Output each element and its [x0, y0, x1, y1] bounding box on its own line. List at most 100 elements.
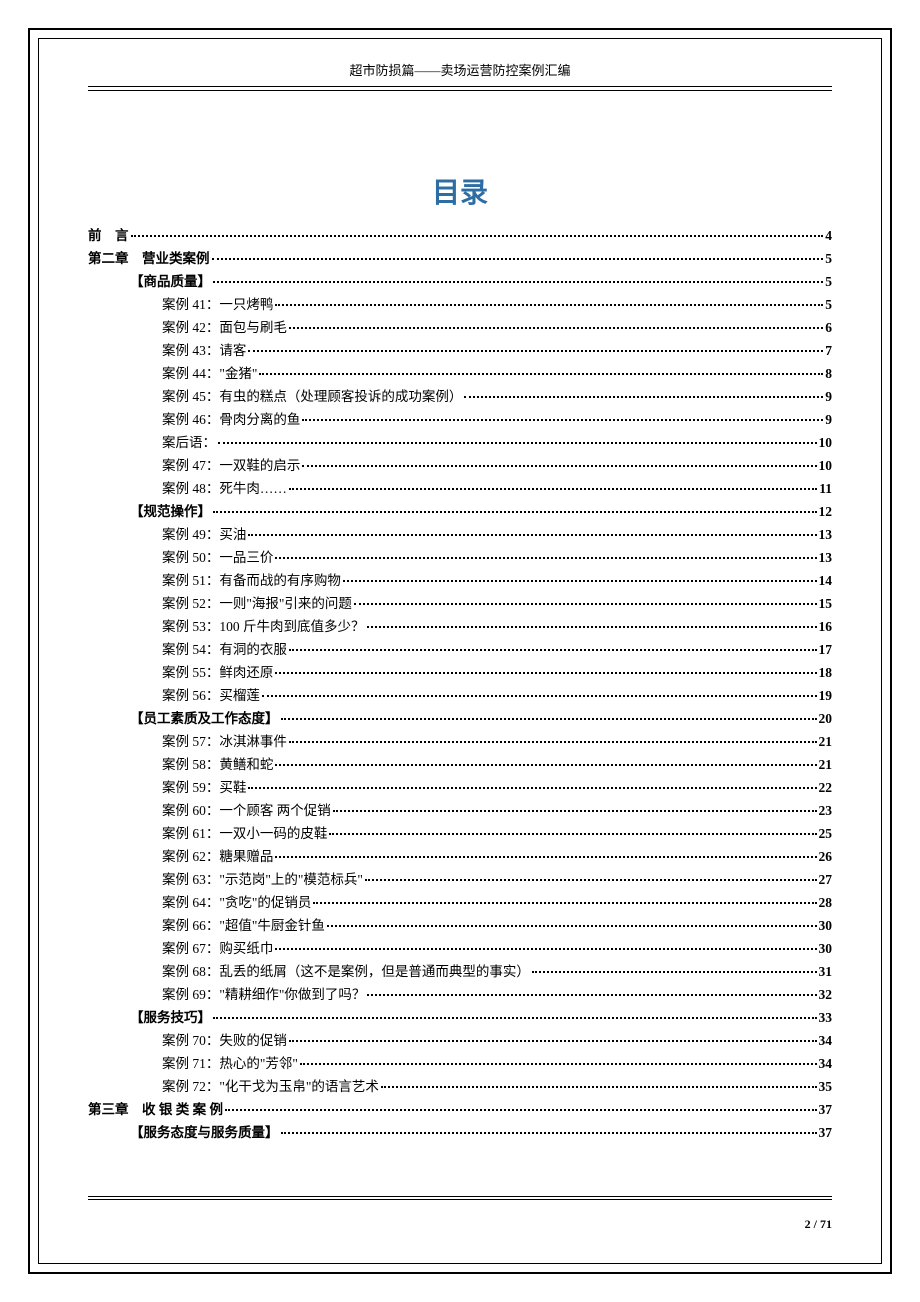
toc-entry-page: 12 [819, 505, 833, 519]
toc-entry: 案例 69："精耕细作"你做到了吗？ 32 [88, 988, 832, 1002]
toc-title: 目录 [88, 171, 832, 211]
toc-entry-label: 案例 44："金猪" [162, 367, 257, 381]
toc-entry: 案例 67：购买纸巾 30 [88, 942, 832, 956]
toc-dot-leader [248, 787, 816, 789]
toc-entry-page: 32 [819, 988, 833, 1002]
toc-dot-leader [275, 856, 816, 858]
toc-entry-label: 案例 51：有备而战的有序购物 [162, 574, 341, 588]
footer-line-1 [88, 1196, 832, 1197]
toc-entry-page: 5 [825, 298, 832, 312]
toc-entry-label: 案例 67：购买纸巾 [162, 942, 273, 956]
toc-entry-page: 20 [819, 712, 833, 726]
toc-entry-page: 4 [825, 229, 832, 243]
toc-dot-leader [381, 1086, 817, 1088]
toc-entry: 案例 57：冰淇淋事件21 [88, 735, 832, 749]
toc-dot-leader [367, 994, 816, 996]
toc-entry: 案例 62：糖果赠品 26 [88, 850, 832, 864]
toc-entry-page: 9 [825, 390, 832, 404]
toc-entry-page: 28 [819, 896, 833, 910]
toc-entry-label: 案例 50：一品三价 [162, 551, 273, 565]
toc-entry-label: 案例 69："精耕细作"你做到了吗？ [162, 988, 365, 1002]
toc-entry-page: 5 [825, 252, 832, 266]
toc-entry-label: 案例 59：买鞋 [162, 781, 246, 795]
toc-entry-label: 【服务态度与服务质量】 [130, 1126, 279, 1140]
toc-entry-label: 案例 61：一双小一码的皮鞋 [162, 827, 327, 841]
toc-entry-label: 案例 53：100 斤牛肉到底值多少？ [162, 620, 365, 634]
toc-dot-leader [248, 534, 816, 536]
toc-entry: 案例 61：一双小一码的皮鞋25 [88, 827, 832, 841]
toc-entry: 案后语：10 [88, 436, 832, 450]
toc-entry-label: 案例 66："超值"牛厨金针鱼 [162, 919, 325, 933]
toc-dot-leader [464, 396, 823, 398]
toc-entry-page: 37 [819, 1103, 833, 1117]
toc-entry-label: 前 言 [88, 229, 129, 243]
toc-entry-page: 27 [819, 873, 833, 887]
toc-entry: 案例 72："化干戈为玉帛"的语言艺术35 [88, 1080, 832, 1094]
toc-entry-page: 31 [819, 965, 833, 979]
toc-dot-leader [302, 419, 823, 421]
toc-list: 前 言 4 第二章 营业类案例5 【商品质量】 5 案例 41：一只烤鸭 5 案例 42：面包… [88, 229, 832, 1140]
toc-entry-page: 21 [819, 735, 833, 749]
toc-entry: 【服务技巧】33 [88, 1011, 832, 1025]
toc-dot-leader [302, 465, 816, 467]
toc-entry: 案例 49：买油13 [88, 528, 832, 542]
toc-entry-label: 案例 49：买油 [162, 528, 246, 542]
toc-entry-page: 19 [819, 689, 833, 703]
toc-entry-label: 案例 62：糖果赠品 [162, 850, 273, 864]
toc-entry: 案例 60：一个顾客 两个促销23 [88, 804, 832, 818]
footer-line-2 [88, 1199, 832, 1200]
toc-entry-page: 34 [819, 1034, 833, 1048]
toc-entry-label: 【员工素质及工作态度】 [130, 712, 279, 726]
toc-entry-page: 21 [819, 758, 833, 772]
toc-dot-leader [289, 488, 817, 490]
toc-entry-label: 案例 45：有虫的糕点（处理顾客投诉的成功案例） [162, 390, 462, 404]
toc-dot-leader [367, 626, 817, 628]
toc-entry: 【规范操作】12 [88, 505, 832, 519]
toc-entry-page: 16 [819, 620, 833, 634]
toc-dot-leader [248, 350, 823, 352]
toc-entry: 案例 71：热心的"芳邻"34 [88, 1057, 832, 1071]
toc-entry-label: 案例 56：买榴莲 [162, 689, 260, 703]
toc-dot-leader [300, 1063, 817, 1065]
toc-entry: 案例 70：失败的促销34 [88, 1034, 832, 1048]
toc-dot-leader [213, 1017, 817, 1019]
header-underline-2 [88, 90, 832, 91]
toc-dot-leader [333, 810, 817, 812]
toc-entry: 案例 45：有虫的糕点（处理顾客投诉的成功案例） 9 [88, 390, 832, 404]
toc-dot-leader [259, 373, 823, 375]
toc-dot-leader [532, 971, 817, 973]
toc-entry-page: 26 [819, 850, 833, 864]
toc-entry-label: 【商品质量】 [130, 275, 211, 289]
toc-entry-page: 22 [819, 781, 833, 795]
toc-entry: 案例 43：请客 7 [88, 344, 832, 358]
toc-entry-label: 第三章 收 银 类 案 例 [88, 1103, 223, 1117]
toc-entry-label: 案例 48：死牛肉…… [162, 482, 287, 496]
toc-entry: 案例 50：一品三价13 [88, 551, 832, 565]
toc-dot-leader [289, 649, 817, 651]
toc-entry: 第二章 营业类案例5 [88, 252, 832, 266]
toc-entry: 案例 55：鲜肉还原18 [88, 666, 832, 680]
toc-entry-page: 7 [825, 344, 832, 358]
toc-dot-leader [354, 603, 817, 605]
toc-entry-page: 10 [819, 436, 833, 450]
toc-entry-label: 案例 47：一双鞋的启示 [162, 459, 300, 473]
toc-entry-label: 案例 42：面包与刷毛 [162, 321, 287, 335]
toc-entry-label: 案例 41：一只烤鸭 [162, 298, 273, 312]
toc-entry-label: 案例 43：请客 [162, 344, 246, 358]
toc-entry-label: 案例 64："贪吃"的促销员 [162, 896, 311, 910]
toc-entry-page: 15 [819, 597, 833, 611]
toc-entry-page: 18 [819, 666, 833, 680]
toc-entry-page: 30 [819, 942, 833, 956]
toc-entry-label: 案例 60：一个顾客 两个促销 [162, 804, 331, 818]
page-number: 2 / 71 [805, 1217, 832, 1232]
toc-entry-label: 案例 46：骨肉分离的鱼 [162, 413, 300, 427]
toc-dot-leader [218, 442, 817, 444]
toc-dot-leader [281, 1132, 817, 1134]
toc-entry: 案例 46：骨肉分离的鱼9 [88, 413, 832, 427]
toc-dot-leader [329, 833, 816, 835]
toc-entry-page: 10 [819, 459, 833, 473]
toc-entry-page: 33 [819, 1011, 833, 1025]
toc-entry: 案例 53：100 斤牛肉到底值多少？ 16 [88, 620, 832, 634]
toc-entry-page: 8 [825, 367, 832, 381]
toc-dot-leader [131, 235, 824, 237]
